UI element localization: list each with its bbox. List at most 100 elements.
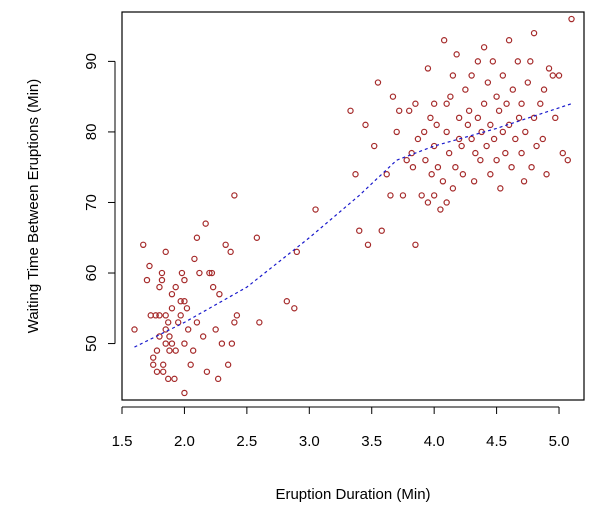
- data-point: [477, 156, 484, 164]
- data-point: [196, 269, 203, 277]
- data-point: [164, 375, 172, 383]
- data-point: [493, 156, 500, 164]
- data-point: [218, 340, 226, 347]
- data-point: [549, 72, 556, 79]
- data-point: [283, 298, 291, 305]
- x-tick-label: 3.5: [361, 433, 382, 450]
- data-point: [490, 135, 498, 143]
- data-point: [545, 65, 553, 72]
- data-point: [480, 44, 488, 51]
- data-point: [193, 234, 201, 241]
- data-point: [183, 305, 191, 312]
- data-point: [520, 178, 528, 185]
- data-point: [140, 241, 147, 248]
- data-point: [166, 333, 173, 340]
- data-point: [495, 107, 503, 114]
- data-point: [312, 206, 319, 213]
- data-point: [437, 206, 444, 213]
- data-point: [430, 142, 438, 150]
- data-point: [206, 269, 213, 277]
- data-point: [212, 326, 219, 333]
- data-point: [160, 361, 167, 368]
- data-point: [153, 368, 161, 375]
- data-point: [412, 100, 419, 107]
- data-point: [428, 171, 435, 178]
- data-point: [177, 312, 184, 319]
- data-point: [489, 58, 497, 65]
- data-point: [405, 107, 413, 114]
- data-point: [449, 72, 457, 79]
- data-point: [409, 163, 417, 171]
- data-point: [224, 361, 232, 368]
- data-point: [168, 305, 176, 312]
- data-point: [464, 121, 472, 129]
- data-point: [162, 340, 169, 347]
- data-point: [455, 114, 463, 122]
- data-point: [509, 86, 517, 93]
- data-point: [160, 368, 167, 375]
- data-point: [552, 114, 559, 122]
- data-point: [181, 389, 188, 397]
- data-point: [514, 58, 522, 65]
- data-point: [178, 269, 186, 277]
- y-tick-label: 80: [83, 124, 100, 141]
- data-point: [515, 114, 523, 122]
- data-point: [150, 354, 157, 361]
- data-points: [131, 15, 575, 397]
- data-point: [420, 128, 428, 136]
- data-point: [433, 121, 440, 129]
- data-point: [434, 163, 442, 171]
- data-point: [253, 234, 261, 241]
- y-tick-label: 60: [83, 265, 100, 282]
- x-tick-label: 2.5: [236, 433, 257, 450]
- data-point: [470, 178, 478, 185]
- data-point: [468, 135, 475, 143]
- data-point: [191, 255, 198, 263]
- data-point: [227, 248, 234, 256]
- data-point: [193, 319, 201, 326]
- data-point: [291, 305, 298, 312]
- data-point: [443, 199, 450, 206]
- data-point: [131, 326, 138, 333]
- data-point: [362, 121, 369, 129]
- data-point: [540, 86, 548, 93]
- data-point: [440, 37, 448, 44]
- data-point: [352, 171, 359, 178]
- data-point: [518, 100, 525, 107]
- data-point: [378, 227, 385, 234]
- data-point: [499, 72, 507, 79]
- data-point: [403, 156, 410, 164]
- data-point: [383, 171, 390, 178]
- data-point: [447, 93, 454, 100]
- data-point: [371, 142, 378, 150]
- data-point: [208, 269, 216, 277]
- data-point: [537, 100, 544, 107]
- data-point: [189, 347, 197, 354]
- data-point: [293, 248, 301, 256]
- data-point: [430, 100, 438, 107]
- data-point: [465, 107, 473, 114]
- data-point: [216, 290, 223, 298]
- data-point: [484, 79, 492, 86]
- data-point: [231, 319, 238, 326]
- data-point: [418, 192, 425, 199]
- trend-line: [134, 103, 572, 348]
- data-point: [503, 100, 510, 107]
- data-point: [472, 149, 479, 157]
- data-point: [508, 163, 515, 171]
- y-tick-label: 50: [83, 335, 100, 352]
- data-point: [474, 58, 482, 65]
- data-point: [568, 15, 575, 23]
- data-point: [399, 192, 407, 199]
- data-point: [453, 51, 460, 58]
- data-point: [162, 326, 169, 333]
- data-point: [474, 114, 482, 122]
- data-point: [530, 114, 538, 122]
- data-point: [468, 72, 475, 79]
- data-point: [555, 72, 563, 79]
- data-point: [162, 312, 169, 319]
- data-point: [181, 298, 188, 305]
- data-point: [164, 319, 172, 326]
- data-point: [564, 156, 571, 164]
- y-axis-title: Waiting Time Between Eruptions (Min): [25, 79, 42, 334]
